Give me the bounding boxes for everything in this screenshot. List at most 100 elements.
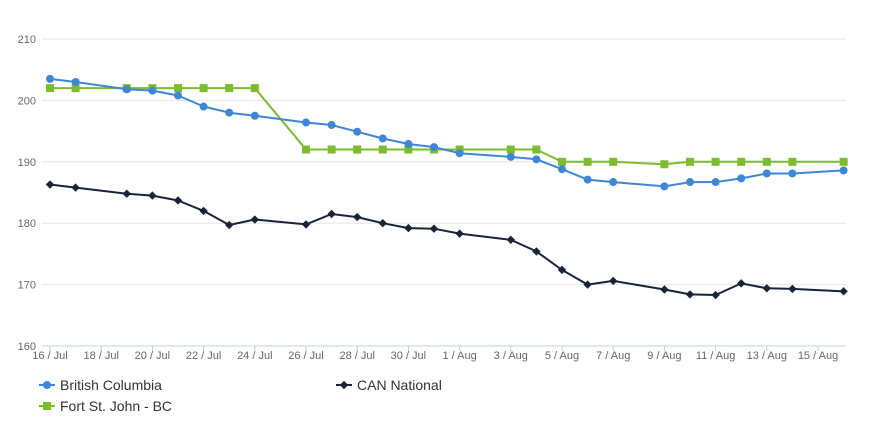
data-point-fort-st-john-bc[interactable] bbox=[46, 84, 54, 93]
data-point-can-national[interactable] bbox=[404, 223, 413, 233]
data-point-british-columbia[interactable] bbox=[174, 91, 182, 100]
data-point-can-national[interactable] bbox=[557, 265, 567, 275]
data-point-fort-st-john-bc[interactable] bbox=[174, 84, 182, 93]
data-point-can-national[interactable] bbox=[609, 276, 618, 286]
data-point-can-national[interactable] bbox=[711, 290, 720, 300]
data-point-can-national[interactable] bbox=[429, 224, 439, 233]
legend-marker[interactable] bbox=[43, 381, 51, 389]
data-point-can-national[interactable] bbox=[455, 229, 464, 238]
data-point-can-national[interactable] bbox=[378, 219, 387, 228]
x-tick-label: 3 / Aug bbox=[494, 350, 528, 362]
data-point-can-national[interactable] bbox=[122, 189, 131, 198]
data-point-british-columbia[interactable] bbox=[122, 85, 131, 94]
x-tick-label: 16 / Jul bbox=[32, 350, 67, 362]
y-tick-label: 210 bbox=[18, 34, 36, 46]
data-point-british-columbia[interactable] bbox=[583, 175, 592, 184]
data-point-fort-st-john-bc[interactable] bbox=[353, 145, 362, 154]
data-point-british-columbia[interactable] bbox=[302, 118, 310, 127]
data-point-british-columbia[interactable] bbox=[353, 127, 362, 136]
data-point-british-columbia[interactable] bbox=[609, 178, 618, 187]
data-point-fort-st-john-bc[interactable] bbox=[71, 84, 80, 93]
data-point-british-columbia[interactable] bbox=[250, 111, 259, 120]
data-point-fort-st-john-bc[interactable] bbox=[737, 157, 746, 166]
data-point-fort-st-john-bc[interactable] bbox=[404, 145, 413, 154]
data-point-fort-st-john-bc[interactable] bbox=[532, 145, 541, 154]
x-tick-label: 7 / Aug bbox=[596, 350, 630, 362]
data-point-fort-st-john-bc[interactable] bbox=[583, 157, 592, 166]
data-point-fort-st-john-bc[interactable] bbox=[660, 160, 669, 169]
data-point-british-columbia[interactable] bbox=[148, 86, 157, 95]
data-point-fort-st-john-bc[interactable] bbox=[506, 145, 515, 154]
data-point-can-national[interactable] bbox=[173, 196, 183, 205]
data-point-fort-st-john-bc[interactable] bbox=[711, 157, 720, 166]
data-point-british-columbia[interactable] bbox=[455, 149, 464, 158]
data-point-british-columbia[interactable] bbox=[327, 120, 336, 129]
data-point-british-columbia[interactable] bbox=[404, 139, 413, 148]
data-point-british-columbia[interactable] bbox=[711, 178, 720, 187]
data-point-can-national[interactable] bbox=[839, 287, 848, 296]
data-point-fort-st-john-bc[interactable] bbox=[302, 145, 310, 154]
data-point-can-national[interactable] bbox=[148, 191, 157, 200]
data-point-can-national[interactable] bbox=[762, 284, 771, 293]
data-point-can-national[interactable] bbox=[685, 290, 695, 299]
y-tick-label: 170 bbox=[18, 280, 36, 292]
data-point-british-columbia[interactable] bbox=[737, 174, 746, 183]
series-layer bbox=[45, 74, 848, 300]
data-point-british-columbia[interactable] bbox=[225, 108, 234, 117]
data-point-can-national[interactable] bbox=[45, 180, 55, 189]
data-point-british-columbia[interactable] bbox=[660, 182, 669, 191]
data-point-can-national[interactable] bbox=[583, 280, 592, 289]
data-point-british-columbia[interactable] bbox=[506, 152, 515, 161]
data-point-fort-st-john-bc[interactable] bbox=[327, 145, 336, 154]
data-point-fort-st-john-bc[interactable] bbox=[225, 84, 234, 93]
legend-marker[interactable] bbox=[339, 380, 349, 390]
data-point-british-columbia[interactable] bbox=[762, 169, 771, 178]
x-tick-label: 30 / Jul bbox=[391, 350, 426, 362]
data-point-can-national[interactable] bbox=[506, 235, 515, 244]
data-point-can-national[interactable] bbox=[225, 220, 234, 230]
data-point-can-national[interactable] bbox=[788, 284, 797, 294]
axes: 160 170 180 190 200 210 16 / Jul 18 / Jul 20 / J… bbox=[18, 34, 839, 362]
data-point-british-columbia[interactable] bbox=[532, 155, 541, 164]
x-tick-label: 1 / Aug bbox=[442, 350, 476, 362]
legend-item-can-national[interactable]: CAN National bbox=[336, 377, 442, 393]
data-point-british-columbia[interactable] bbox=[558, 165, 566, 174]
data-point-british-columbia[interactable] bbox=[71, 77, 80, 86]
data-point-fort-st-john-bc[interactable] bbox=[609, 157, 618, 166]
data-point-can-national[interactable] bbox=[250, 215, 259, 224]
data-point-fort-st-john-bc[interactable] bbox=[250, 84, 259, 93]
legend-marker[interactable] bbox=[43, 402, 51, 410]
legend-item-british-columbia[interactable]: British Columbia bbox=[39, 377, 162, 393]
data-point-fort-st-john-bc[interactable] bbox=[686, 157, 694, 166]
data-point-british-columbia[interactable] bbox=[839, 166, 848, 175]
data-point-can-national[interactable] bbox=[660, 285, 669, 294]
legend-label: British Columbia bbox=[60, 377, 162, 393]
legend-label: Fort St. John - BC bbox=[60, 398, 172, 414]
data-point-fort-st-john-bc[interactable] bbox=[788, 157, 797, 166]
y-tick-label: 190 bbox=[18, 157, 36, 169]
data-point-british-columbia[interactable] bbox=[199, 102, 208, 111]
data-point-fort-st-john-bc[interactable] bbox=[558, 157, 566, 166]
legend-label: CAN National bbox=[357, 377, 442, 393]
data-point-british-columbia[interactable] bbox=[46, 74, 54, 83]
data-point-can-national[interactable] bbox=[301, 220, 311, 229]
data-point-british-columbia[interactable] bbox=[788, 169, 797, 178]
x-tick-label: 9 / Aug bbox=[647, 350, 681, 362]
data-point-can-national[interactable] bbox=[532, 247, 541, 256]
data-point-fort-st-john-bc[interactable] bbox=[378, 145, 387, 154]
data-point-can-national[interactable] bbox=[737, 279, 746, 288]
data-point-can-national[interactable] bbox=[353, 212, 362, 222]
data-point-fort-st-john-bc[interactable] bbox=[839, 157, 848, 166]
data-point-british-columbia[interactable] bbox=[430, 143, 438, 152]
data-point-british-columbia[interactable] bbox=[378, 134, 387, 143]
data-point-can-national[interactable] bbox=[199, 206, 208, 216]
x-tick-label: 28 / Jul bbox=[339, 350, 374, 362]
data-point-british-columbia[interactable] bbox=[686, 178, 694, 187]
series-british-columbia bbox=[46, 74, 848, 191]
data-point-can-national[interactable] bbox=[327, 209, 336, 219]
data-point-fort-st-john-bc[interactable] bbox=[199, 84, 208, 93]
data-point-fort-st-john-bc[interactable] bbox=[762, 157, 771, 166]
data-point-can-national[interactable] bbox=[71, 183, 80, 192]
legend-item-fort-st-john-bc[interactable]: Fort St. John - BC bbox=[39, 398, 172, 414]
x-tick-label: 5 / Aug bbox=[545, 350, 579, 362]
